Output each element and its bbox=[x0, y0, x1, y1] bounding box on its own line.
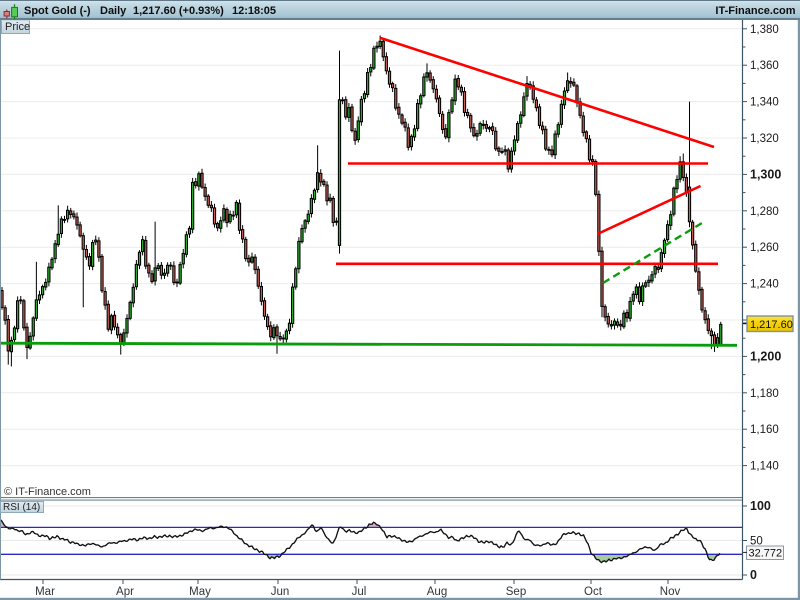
svg-text:1,380: 1,380 bbox=[750, 24, 779, 36]
svg-text:Apr: Apr bbox=[116, 586, 134, 598]
svg-text:1,200: 1,200 bbox=[750, 349, 781, 363]
svg-text:Sep: Sep bbox=[506, 586, 526, 598]
svg-text:1,260: 1,260 bbox=[750, 242, 779, 254]
svg-text:1,140: 1,140 bbox=[750, 461, 779, 473]
svg-text:1,160: 1,160 bbox=[750, 424, 779, 436]
svg-text:1,217.60: 1,217.60 bbox=[750, 319, 793, 331]
svg-text:1,340: 1,340 bbox=[750, 97, 779, 109]
svg-text:Oct: Oct bbox=[584, 586, 603, 598]
svg-text:0: 0 bbox=[750, 568, 757, 582]
svg-text:1,320: 1,320 bbox=[750, 133, 779, 145]
svg-text:1,300: 1,300 bbox=[750, 167, 781, 181]
svg-text:32.772: 32.772 bbox=[749, 548, 783, 560]
svg-text:© IT-Finance.com: © IT-Finance.com bbox=[4, 486, 91, 498]
svg-text:Jun: Jun bbox=[271, 586, 290, 598]
svg-text:Nov: Nov bbox=[660, 586, 681, 598]
svg-text:Mar: Mar bbox=[35, 586, 55, 598]
svg-text:1,280: 1,280 bbox=[750, 206, 779, 218]
svg-text:1,360: 1,360 bbox=[750, 60, 779, 72]
svg-text:1,180: 1,180 bbox=[750, 388, 779, 400]
svg-text:May: May bbox=[189, 586, 211, 598]
svg-text:100: 100 bbox=[750, 499, 771, 513]
svg-text:Aug: Aug bbox=[427, 586, 447, 598]
svg-text:50: 50 bbox=[750, 536, 763, 548]
svg-text:1,240: 1,240 bbox=[750, 279, 779, 291]
svg-text:Jul: Jul bbox=[352, 586, 367, 598]
